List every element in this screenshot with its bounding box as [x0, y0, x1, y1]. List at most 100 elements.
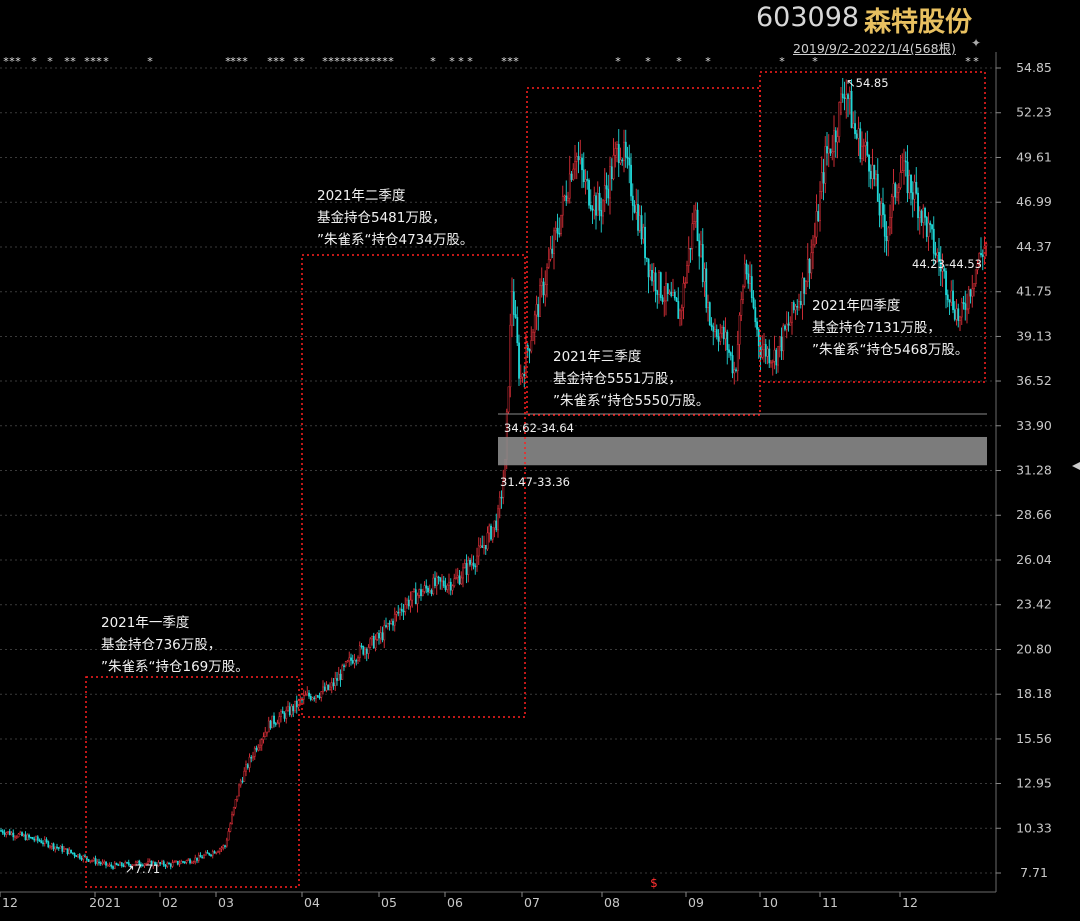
candle-body	[486, 532, 489, 550]
candle-body	[962, 302, 965, 304]
candle-body	[887, 227, 890, 242]
candle-body	[189, 859, 191, 864]
y-tick-label: 44.37	[1016, 239, 1052, 254]
candle-body	[843, 97, 846, 99]
candles	[0, 77, 988, 870]
candle-body	[509, 324, 512, 388]
candle-body	[47, 841, 50, 848]
candle-body	[449, 581, 452, 591]
candle-body	[910, 174, 912, 193]
candle-body	[318, 696, 321, 699]
candle-body	[358, 645, 361, 659]
date-range[interactable]: 2019/9/2-2022/1/4(568根)	[793, 41, 956, 56]
candle-body	[857, 128, 860, 139]
candle-body	[43, 839, 46, 844]
y-tick-label: 54.85	[1016, 60, 1052, 75]
candle-body	[932, 228, 935, 254]
candle-body	[122, 865, 125, 867]
candle-body	[243, 770, 246, 782]
candle-body	[707, 302, 709, 308]
candle-body	[66, 848, 69, 855]
candle-body	[372, 636, 375, 649]
candle-body	[448, 581, 450, 586]
candle-body	[327, 684, 330, 690]
candle-body	[638, 215, 641, 231]
candle-body	[113, 862, 116, 869]
candle-body	[3, 832, 6, 835]
candle-body	[409, 599, 412, 607]
candle-body	[36, 836, 39, 841]
pin-icon[interactable]: ✦	[971, 36, 982, 50]
candle-body	[299, 698, 302, 701]
candle-body	[904, 160, 907, 163]
candle-body	[715, 329, 718, 337]
candle-body	[588, 180, 590, 206]
candle-body	[693, 221, 695, 224]
candle-body	[204, 852, 207, 856]
candle-body	[411, 591, 414, 601]
candle-body	[931, 224, 933, 230]
candle-body	[269, 720, 272, 729]
annotation-line: ”朱雀系“持仓4734万股。	[317, 232, 473, 248]
candle-body	[21, 832, 23, 837]
candle-body	[521, 373, 524, 378]
x-tick-label: 2021	[89, 895, 121, 910]
event-marker-icon: *	[430, 55, 436, 68]
candle-body	[273, 715, 275, 724]
candle-body	[551, 248, 554, 254]
candle-body	[574, 161, 576, 170]
candle-body	[455, 577, 457, 579]
annotation-line: 基金持仓7131万股，	[812, 319, 941, 336]
quarter-box	[759, 71, 986, 383]
candle-body	[929, 222, 932, 226]
candle-body	[733, 369, 736, 374]
annotation-line: ”朱雀系“持仓5550万股。	[553, 393, 709, 409]
candle-body	[50, 843, 53, 847]
candle-body	[253, 747, 256, 757]
candle-body	[539, 285, 541, 317]
candle-body	[630, 164, 632, 197]
candle-body	[647, 258, 650, 278]
candle-body	[834, 130, 837, 143]
candle-body	[745, 263, 748, 275]
candle-body	[761, 349, 764, 358]
event-marker-icon: *	[340, 55, 346, 68]
x-tick-label: 06	[447, 895, 463, 910]
candle-body	[418, 589, 421, 596]
candle-body	[595, 195, 597, 216]
candle-body	[89, 860, 92, 862]
candle-body	[190, 862, 193, 864]
candle-body	[229, 823, 232, 832]
candle-body	[911, 192, 914, 200]
candle-body	[185, 860, 188, 863]
candle-body	[141, 864, 144, 867]
candle-body	[754, 307, 757, 323]
y-tick-label: 26.04	[1016, 552, 1052, 567]
candle-body	[105, 861, 107, 866]
candle-body	[668, 292, 671, 294]
event-marker-icon: *	[382, 55, 388, 68]
candle-body	[281, 710, 284, 714]
candle-body	[766, 348, 769, 357]
candle-body	[217, 851, 219, 853]
candle-body	[978, 253, 981, 265]
candle-body	[420, 589, 422, 597]
candle-body	[799, 301, 802, 306]
candle-body	[833, 130, 835, 153]
candle-body	[624, 141, 627, 158]
candle-body	[546, 266, 548, 285]
candle-body	[208, 852, 211, 856]
event-marker-icon: *	[64, 55, 70, 68]
candle-body	[726, 331, 729, 351]
candle-body	[29, 836, 32, 839]
candle-body	[803, 277, 806, 294]
annotation-line: 2021年一季度	[101, 615, 189, 631]
candle-body	[246, 764, 249, 768]
candle-body	[446, 584, 449, 590]
candle-body	[953, 309, 956, 320]
candle-body	[675, 297, 678, 302]
candle-body	[497, 508, 499, 531]
candle-body	[248, 756, 251, 768]
candle-body	[554, 227, 557, 232]
candle-body	[670, 292, 673, 296]
